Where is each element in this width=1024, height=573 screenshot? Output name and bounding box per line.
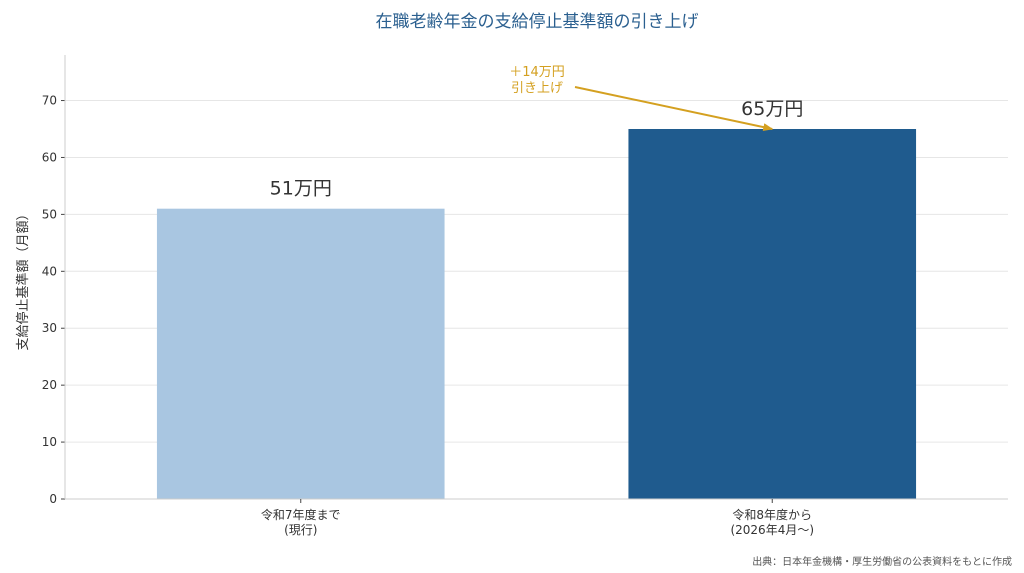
y-tick-label: 60 xyxy=(42,150,57,164)
y-tick-label: 10 xyxy=(42,435,57,449)
annotation-text: ＋14万円 xyxy=(509,65,565,80)
annotation-arrow xyxy=(574,86,774,132)
y-tick-label: 50 xyxy=(42,207,57,221)
x-tick-label: (現行) xyxy=(284,523,317,537)
y-tick-label: 70 xyxy=(42,94,57,108)
annotation-text: 引き上げ xyxy=(511,81,563,96)
x-tick-label: (2026年4月〜) xyxy=(730,523,814,537)
bar-value-label: 51万円 xyxy=(270,178,332,200)
bar xyxy=(628,129,917,499)
y-tick-label: 40 xyxy=(42,264,57,278)
bars: 51万円 65万円 xyxy=(156,98,917,499)
source-note: 出典：日本年金機構・厚生労働省の公表資料をもとに作成 xyxy=(752,555,1012,568)
x-tick-label: 令和8年度から xyxy=(732,507,812,522)
y-axis-label: 支給停止基準額（月額） xyxy=(15,207,31,350)
x-tick-label: 令和7年度まで xyxy=(261,507,341,522)
y-tick-label: 20 xyxy=(42,378,57,392)
y-tick-label: 0 xyxy=(49,492,57,506)
bar xyxy=(156,208,445,499)
bar-value-label: 65万円 xyxy=(741,98,803,120)
chart-title: 在職老齢年金の支給停止基準額の引き上げ xyxy=(376,12,699,32)
axes: 0 10 20 30 40 50 60 70 令和7年度まで(現行) 令和8年度から(2026年4… xyxy=(42,55,1008,537)
y-tick-label: 30 xyxy=(42,321,57,335)
